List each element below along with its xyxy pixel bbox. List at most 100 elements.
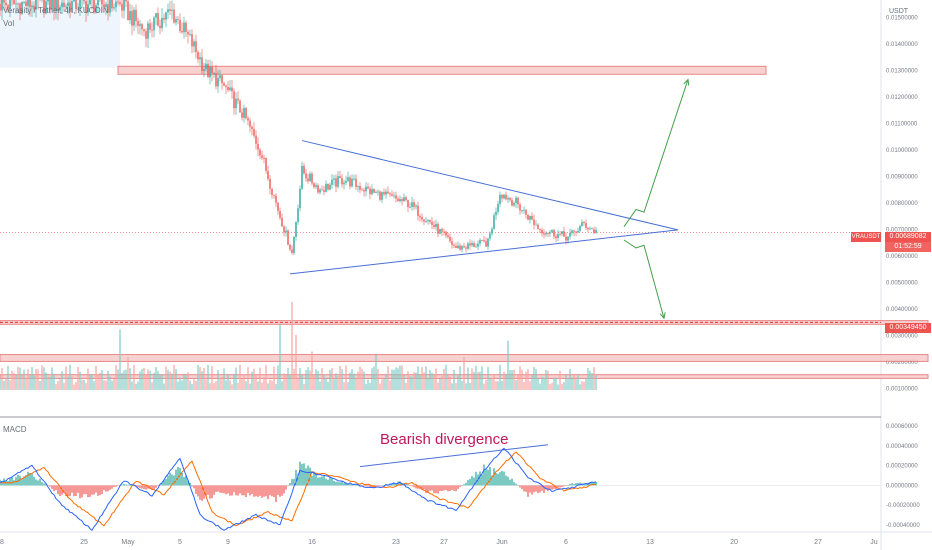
macd-histogram-bar [517, 485, 519, 486]
volume-bar [59, 379, 61, 390]
candle-body [483, 240, 485, 242]
candle-body [349, 177, 351, 187]
price-tick-label: 0.00100000 [886, 386, 918, 392]
macd-histogram-bar [441, 485, 443, 491]
macd-histogram-bar [157, 485, 159, 486]
macd-histogram-bar [299, 461, 301, 486]
candle-body [313, 183, 315, 188]
candle-body [591, 228, 593, 230]
macd-histogram-bar [243, 485, 245, 496]
candle-body [21, 2, 23, 14]
candle-body [405, 197, 407, 200]
candle-body [95, 5, 97, 13]
macd-histogram-bar [179, 468, 181, 486]
candle-body [399, 199, 401, 202]
macd-histogram-bar [565, 485, 567, 486]
candle-body [419, 216, 421, 218]
time-tick-label: 20 [730, 539, 738, 546]
volume-bar [3, 380, 5, 390]
candle-body [547, 233, 549, 234]
volume-bar [405, 382, 407, 390]
volume-bar [569, 368, 571, 390]
candle-body [417, 205, 419, 217]
volume-bar [273, 366, 275, 390]
volume-bar [19, 367, 21, 390]
macd-histogram-bar [259, 485, 261, 496]
volume-bar [133, 364, 135, 390]
macd-histogram-bar [521, 485, 523, 490]
candle-body [157, 13, 159, 26]
volume-bar [469, 383, 471, 390]
candle-body [469, 243, 471, 246]
candle-body [143, 29, 145, 32]
candle-body [207, 63, 209, 78]
candle-body [263, 157, 265, 159]
price-tick-label: 0.01200000 [886, 95, 918, 101]
volume-bar [553, 377, 555, 390]
candle-body [423, 219, 425, 222]
candle-body [247, 118, 249, 121]
macd-histogram-bar [133, 485, 135, 487]
price-tick-label: 0.01000000 [886, 148, 918, 154]
candle-body [357, 185, 359, 187]
macd-histogram-bar [273, 485, 275, 498]
last-price-tag: 0.00689082 [885, 232, 931, 242]
volume-bar [345, 365, 347, 390]
macd-histogram-bar [23, 476, 25, 486]
volume-bar [305, 370, 307, 390]
macd-histogram-bar [359, 485, 361, 486]
price-tick-label: 0.01500000 [886, 15, 918, 21]
candle-body [387, 191, 389, 194]
candle-body [295, 221, 297, 237]
volume-bar [559, 370, 561, 390]
macd-histogram-bar [295, 469, 297, 486]
volume-bar [39, 380, 41, 390]
macd-histogram-bar [311, 475, 313, 486]
candle-body [353, 178, 355, 180]
volume-bar [131, 381, 133, 390]
macd-histogram-bar [405, 483, 407, 486]
macd-histogram-bar [205, 485, 207, 497]
macd-histogram-bar [201, 485, 203, 501]
candle-body [43, 0, 45, 14]
candle-body [195, 41, 197, 53]
candle-body [271, 188, 273, 196]
candle-body [381, 192, 383, 200]
candle-body [319, 189, 321, 193]
macd-histogram-bar [375, 485, 377, 487]
volume-bar [419, 375, 421, 390]
arrowhead-downside [659, 312, 666, 320]
candle-body [131, 11, 133, 26]
candle-body [145, 31, 147, 39]
volume-bar [397, 368, 399, 390]
candle-body [209, 66, 211, 78]
candle-body [97, 0, 99, 6]
macd-tick-label: 0.00040000 [886, 444, 918, 450]
macd-histogram-bar [537, 485, 539, 494]
time-tick-label: 18 [0, 539, 4, 546]
candle-body [73, 0, 75, 2]
volume-bar [269, 379, 271, 390]
macd-histogram-bar [25, 475, 27, 486]
macd-histogram-bar [569, 483, 571, 486]
macd-histogram-bar [97, 485, 99, 496]
volume-bar [491, 377, 493, 390]
volume-bar [393, 369, 395, 390]
symbol-title: Verasity / Tether, 4h, KUCOIN [3, 6, 109, 15]
volume-bar [15, 374, 17, 390]
volume-bar [333, 379, 335, 390]
candle-body [61, 2, 63, 8]
candle-body [31, 5, 33, 8]
volume-bar [167, 369, 169, 390]
candle-body [53, 0, 55, 12]
candle-body [75, 0, 77, 10]
volume-bar [429, 369, 431, 390]
macd-histogram-bar [267, 485, 269, 500]
macd-histogram-bar [341, 481, 343, 486]
volume-bar [179, 377, 181, 390]
volume-bar [33, 375, 35, 390]
candle-body [365, 186, 367, 192]
candle-body [229, 87, 231, 91]
macd-histogram-bar [75, 485, 77, 497]
